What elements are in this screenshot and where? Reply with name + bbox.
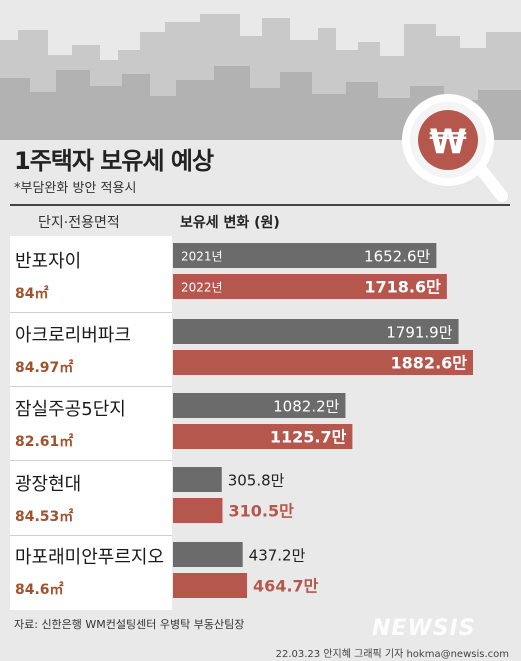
complex-area: 82.61㎡ (15, 434, 74, 450)
value-label-2021-2: 1082.2만 (273, 398, 339, 416)
bar-2022-1 (173, 350, 473, 375)
value-label-2022-4: 464.7만 (253, 577, 319, 596)
complex-area: 84.6㎡ (15, 582, 64, 598)
complex-name: 반포자이 (15, 251, 82, 272)
newsis-logo: NEWSIS (372, 616, 476, 641)
row-divider (10, 386, 172, 387)
complex-name: 잠실주공5단지 (15, 399, 126, 420)
row-divider (10, 535, 172, 536)
bar-2022-0 (173, 274, 447, 299)
credit-line: 22.03.23 안지혜 그래픽 기자 hokma@newsis.com (275, 649, 509, 660)
complex-name: 마포래미안푸르지오 (15, 547, 165, 568)
value-label-2022-2: 1125.7만 (270, 428, 347, 447)
complex-name: 아크로리버파크 (15, 325, 131, 346)
bar-2021-0 (173, 243, 437, 268)
row-divider (10, 312, 172, 313)
complex-area: 84.53㎡ (15, 509, 74, 525)
value-label-2021-0: 1652.6만 (364, 248, 430, 266)
bar-2021-2 (173, 393, 346, 418)
subtitle: *부담완화 방안 적용시 (14, 181, 137, 196)
series-label-2022: 2022년 (181, 281, 223, 295)
row-divider (10, 460, 172, 461)
bar-2021-3 (173, 467, 222, 492)
page-title: 1주택자 보유세 예상 (14, 147, 214, 175)
complex-area: 84.97㎡ (15, 360, 74, 376)
complex-name: 광장현대 (15, 474, 82, 495)
won-magnifier-icon: ₩ (402, 94, 508, 202)
complex-list-panel (10, 236, 172, 610)
source-note: 자료: 신한은행 WM컨설팅센터 우병탁 부동산팀장 (14, 618, 245, 631)
value-label-2021-4: 437.2만 (249, 547, 306, 565)
complex-area: 84㎡ (15, 286, 49, 302)
column-header-tax-change: 보유세 변화 (원) (180, 215, 280, 231)
bar-2022-4 (173, 573, 248, 598)
column-header-complex: 단지·전용면적 (38, 215, 120, 231)
value-label-2022-0: 1718.6만 (364, 278, 441, 297)
value-label-2021-3: 305.8만 (228, 472, 285, 490)
bar-2021-4 (173, 542, 243, 567)
value-label-2022-1: 1882.6만 (391, 354, 468, 373)
won-symbol: ₩ (429, 122, 467, 162)
city-skyline-illustration (0, 14, 521, 140)
bar-2022-2 (173, 424, 353, 449)
bar-2021-1 (173, 319, 459, 344)
series-label-2021: 2021년 (181, 250, 223, 264)
header-divider (10, 204, 510, 206)
value-label-2021-1: 1791.9만 (386, 324, 452, 342)
value-label-2022-3: 310.5만 (228, 502, 294, 521)
bar-2022-3 (173, 498, 223, 523)
